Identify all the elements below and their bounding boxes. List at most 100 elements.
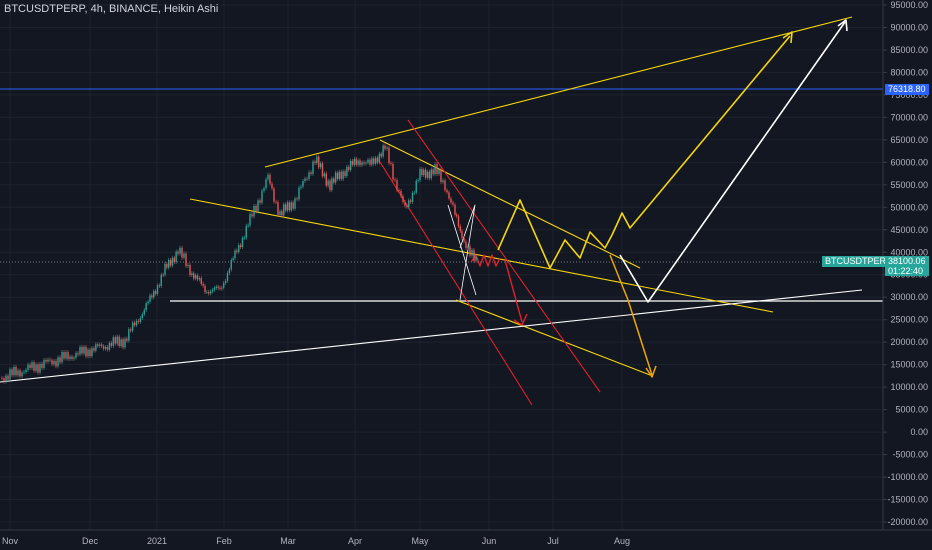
candle-body bbox=[340, 171, 342, 179]
candle-body bbox=[351, 160, 354, 165]
time-tick-label: Dec bbox=[82, 536, 99, 546]
time-tick-label: Feb bbox=[216, 536, 232, 546]
candle-body bbox=[154, 291, 157, 294]
price-tick-label: 20000.00 bbox=[890, 337, 928, 347]
candle-body bbox=[179, 247, 181, 254]
candle-body bbox=[198, 278, 201, 280]
candle-body bbox=[137, 320, 140, 322]
price-tick-label: -15000.00 bbox=[887, 495, 928, 505]
price-tick-label: -20000.00 bbox=[887, 517, 928, 527]
candle-body bbox=[232, 258, 234, 261]
candle-body bbox=[336, 172, 339, 180]
candle-body bbox=[308, 172, 310, 179]
candle-body bbox=[359, 160, 361, 166]
price-tick-label: 80000.00 bbox=[890, 67, 928, 77]
candle-body bbox=[21, 372, 23, 377]
red-arrowhead bbox=[513, 313, 528, 326]
candle-body bbox=[361, 162, 363, 166]
wedge-lower-line bbox=[189, 198, 774, 313]
candle-body bbox=[419, 168, 421, 181]
candle-body bbox=[226, 272, 229, 281]
candle-body bbox=[77, 353, 79, 355]
white-bull-path bbox=[619, 21, 846, 303]
time-tick-label: Aug bbox=[614, 536, 630, 546]
candle-body bbox=[271, 183, 273, 189]
candle-body bbox=[298, 187, 300, 200]
candle-body bbox=[426, 171, 429, 178]
candle-body bbox=[206, 292, 208, 293]
candle-body bbox=[99, 344, 101, 346]
red-channel-upper bbox=[407, 119, 601, 393]
candle-body bbox=[318, 156, 320, 168]
last-price-tag: 38100.06 01:22:40 bbox=[885, 256, 929, 276]
candle-body bbox=[177, 251, 179, 254]
candle-body bbox=[135, 320, 138, 326]
candle-body bbox=[15, 366, 17, 376]
candle-body bbox=[461, 231, 463, 238]
candle-body bbox=[310, 172, 312, 174]
candle-body bbox=[378, 153, 381, 163]
candle-body bbox=[267, 174, 269, 180]
candle-body bbox=[436, 164, 438, 175]
red-down-arrow bbox=[504, 259, 523, 323]
price-tick-label: 65000.00 bbox=[890, 135, 928, 145]
candle-body bbox=[156, 285, 159, 294]
price-tick-label: 70000.00 bbox=[890, 112, 928, 122]
candle-body bbox=[3, 378, 5, 382]
candle-body bbox=[187, 264, 189, 267]
candle-body bbox=[45, 359, 47, 362]
candle-body bbox=[141, 314, 144, 318]
candle-body bbox=[269, 174, 271, 184]
candle-body bbox=[69, 356, 71, 360]
candle-body bbox=[257, 200, 259, 212]
candle-body bbox=[432, 169, 434, 175]
price-tick-label: 15000.00 bbox=[890, 360, 928, 370]
candle-body bbox=[5, 375, 7, 382]
candle-body bbox=[294, 198, 296, 209]
candle-body bbox=[100, 344, 103, 347]
candle-body bbox=[398, 190, 400, 191]
candle-body bbox=[406, 205, 408, 207]
grid bbox=[0, 0, 883, 530]
candle-body bbox=[415, 180, 417, 193]
candle-body bbox=[265, 179, 267, 189]
candle-body bbox=[87, 349, 89, 357]
candle-body bbox=[124, 338, 126, 348]
candle-body bbox=[448, 192, 450, 199]
candle-body bbox=[85, 346, 87, 357]
candle-body bbox=[281, 211, 283, 216]
candle-body bbox=[19, 370, 21, 377]
candle-body bbox=[53, 360, 55, 365]
candle-body bbox=[13, 366, 15, 376]
candle-body bbox=[162, 274, 164, 276]
candle-body bbox=[392, 163, 394, 180]
candle-body bbox=[128, 329, 130, 341]
candle-body bbox=[386, 147, 388, 149]
candle-body bbox=[193, 273, 195, 279]
candle-body bbox=[380, 153, 382, 157]
candle-body bbox=[459, 226, 461, 232]
candle-body bbox=[249, 213, 251, 226]
time-tick-label: May bbox=[411, 536, 429, 546]
candle-body bbox=[334, 172, 337, 183]
price-tick-label: 90000.00 bbox=[890, 22, 928, 32]
candle-body bbox=[417, 180, 419, 181]
upper-channel-line bbox=[264, 16, 853, 168]
candle-body bbox=[131, 322, 134, 331]
price-tick-label: 40000.00 bbox=[890, 247, 928, 257]
candle-body bbox=[251, 213, 253, 217]
time-axis[interactable]: Nov Dec 2021 Feb Mar Apr May Jun Jul Aug bbox=[0, 529, 932, 546]
candle-body bbox=[208, 292, 210, 294]
candle-body bbox=[209, 291, 212, 294]
white-bull-arrowhead bbox=[837, 19, 848, 32]
candle-body bbox=[71, 356, 73, 359]
candle-body bbox=[171, 257, 174, 266]
candle-body bbox=[292, 202, 294, 209]
candle-body bbox=[110, 342, 113, 346]
candle-body bbox=[273, 188, 275, 202]
price-tick-label: 50000.00 bbox=[890, 202, 928, 212]
candle-body bbox=[442, 180, 444, 183]
candle-body bbox=[284, 204, 287, 211]
candle-body bbox=[457, 216, 460, 227]
